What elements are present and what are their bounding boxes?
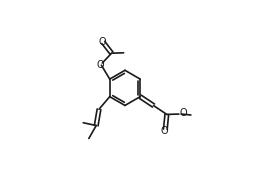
- Text: O: O: [179, 108, 187, 119]
- Text: O: O: [98, 36, 106, 47]
- Text: O: O: [97, 60, 104, 70]
- Text: O: O: [161, 126, 168, 137]
